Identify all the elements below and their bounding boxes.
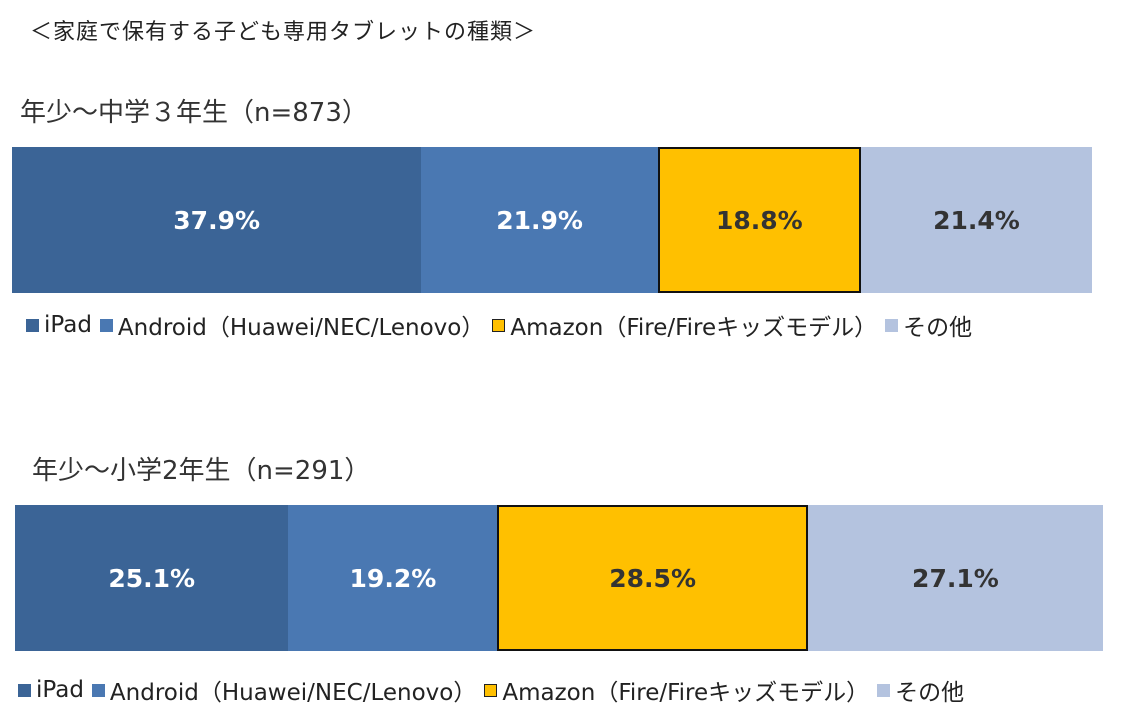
- bar-segment-ipad: 37.9%: [12, 147, 422, 293]
- data-label: 25.1%: [108, 563, 196, 593]
- data-label: 28.5%: [609, 563, 696, 593]
- legend-item-ipad: iPad: [26, 312, 92, 338]
- legend: iPad Android（Huawei/NEC/Lenovo） Amazon（F…: [26, 308, 980, 342]
- chart-title: 年少〜小学2年生（n=291）: [32, 456, 371, 486]
- legend-label: Android（Huawei/NEC/Lenovo）: [109, 680, 477, 706]
- legend-label: Amazon（Fire/Fireキッズモデル）: [502, 680, 870, 706]
- legend-item-amazon: Amazon（Fire/Fireキッズモデル）: [492, 308, 877, 342]
- legend-swatch: [492, 318, 506, 332]
- legend-label: その他: [903, 315, 973, 341]
- legend-swatch: [18, 683, 31, 697]
- legend-item-ipad: iPad: [18, 677, 84, 703]
- legend-label: iPad: [44, 312, 92, 338]
- chart-title: 年少〜中学３年生（n=873）: [20, 98, 368, 128]
- legend-swatch: [99, 318, 113, 332]
- legend-item-amazon: Amazon（Fire/Fireキッズモデル）: [484, 673, 869, 707]
- legend: iPad Android（Huawei/NEC/Lenovo） Amazon（F…: [18, 673, 972, 707]
- data-label: 19.2%: [349, 563, 437, 593]
- legend-item-android: Android（Huawei/NEC/Lenovo）: [99, 308, 485, 342]
- legend-item-android: Android（Huawei/NEC/Lenovo）: [91, 673, 477, 707]
- bar-segment-amazon: 28.5%: [497, 505, 808, 651]
- data-label: 21.9%: [496, 205, 583, 235]
- bar-segment-other: 27.1%: [807, 505, 1103, 651]
- legend-item-other: その他: [885, 308, 972, 342]
- data-label: 21.4%: [933, 205, 1020, 235]
- bar-segment-amazon: 18.8%: [657, 147, 861, 293]
- legend-swatch: [26, 318, 39, 332]
- legend-item-other: その他: [877, 673, 964, 707]
- legend-label: iPad: [36, 677, 84, 703]
- legend-swatch: [877, 683, 891, 697]
- legend-swatch: [484, 683, 498, 697]
- legend-label: Amazon（Fire/Fireキッズモデル）: [510, 315, 878, 341]
- legend-swatch: [91, 683, 105, 697]
- stacked-bar: 25.1% 19.2% 28.5% 27.1%: [15, 505, 1103, 651]
- page-title: ＜家庭で保有する子ども専用タブレットの種類＞: [30, 20, 537, 45]
- bar-segment-ipad: 25.1%: [15, 505, 289, 651]
- data-label: 37.9%: [173, 205, 261, 235]
- bar-segment-android: 21.9%: [421, 147, 658, 293]
- legend-label: Android（Huawei/NEC/Lenovo）: [117, 315, 485, 341]
- stacked-bar: 37.9% 21.9% 18.8% 21.4%: [12, 147, 1092, 293]
- bar-segment-other: 21.4%: [860, 147, 1092, 293]
- bar-segment-android: 19.2%: [288, 505, 498, 651]
- legend-label: その他: [895, 680, 965, 706]
- data-label: 27.1%: [912, 563, 999, 593]
- legend-swatch: [885, 318, 899, 332]
- data-label: 18.8%: [715, 205, 803, 235]
